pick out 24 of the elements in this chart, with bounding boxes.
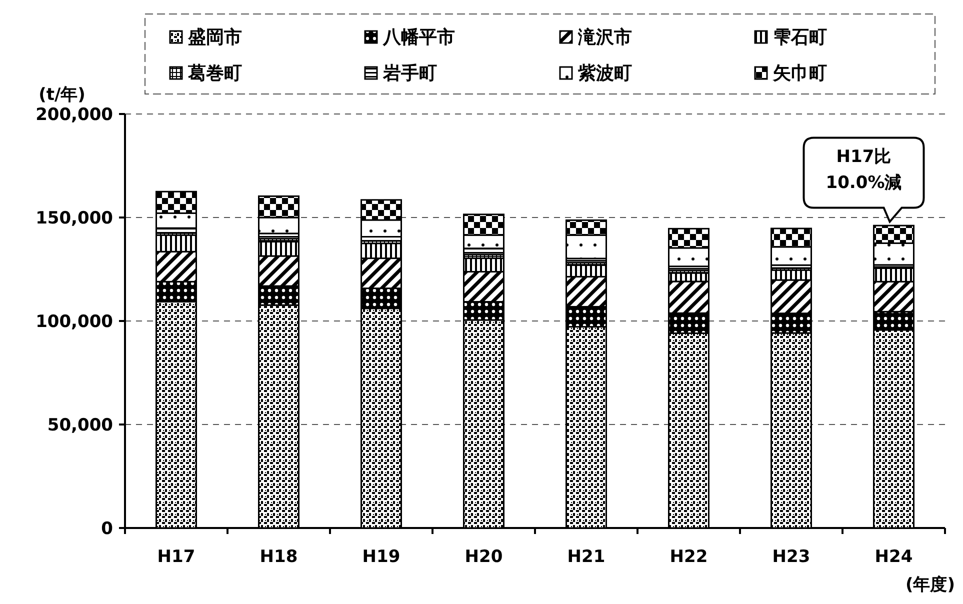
x-tick-label: H20 [464,547,503,567]
x-axis-title: (年度) [905,575,955,595]
x-tick-label: H23 [772,547,810,567]
y-tick-label: 100,000 [36,312,114,332]
x-tick-label: H17 [157,547,196,567]
legend-label: 矢巾町 [772,63,827,84]
legend-label: 岩手町 [382,63,437,84]
y-tick-label: 0 [101,519,114,539]
y-tick-label: 50,000 [47,416,114,436]
x-tick-label: H24 [874,547,913,567]
y-tick-label: 150,000 [36,208,114,228]
x-tick-label: H21 [567,547,606,567]
legend-label: 滝沢市 [577,27,632,48]
legend-label: 雫石町 [773,27,827,48]
annotation: H17比 10.0%減 [824,146,903,195]
legend-label: 葛巻町 [187,63,242,84]
legend-label: 紫波町 [577,63,632,84]
y-axis-title: (t/年) [38,85,86,105]
legend-label: 盛岡市 [187,27,242,48]
x-tick-label: H22 [670,547,708,567]
y-tick-label: 200,000 [36,105,114,125]
x-tick-label: H19 [362,547,400,567]
legend-label: 八幡平市 [382,27,455,48]
x-tick-label: H18 [260,547,298,567]
